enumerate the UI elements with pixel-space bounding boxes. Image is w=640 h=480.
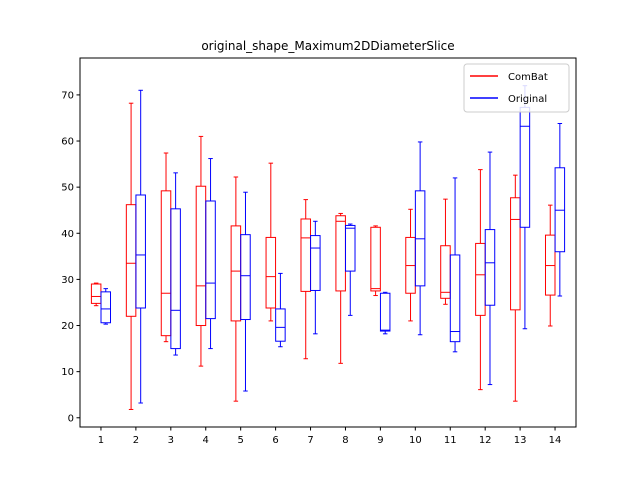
y-tick-label: 20	[61, 321, 74, 332]
legend-label-combat: ComBat	[508, 72, 548, 83]
box-combat	[475, 169, 486, 391]
x-tick-label: 11	[444, 435, 457, 446]
box-original	[449, 177, 461, 353]
box-iqr	[335, 215, 346, 292]
x-tick-label: 10	[409, 435, 422, 446]
box-combat	[370, 225, 381, 297]
box-combat	[335, 212, 346, 364]
box-original	[345, 223, 356, 316]
box-combat	[195, 135, 207, 367]
box-original	[554, 122, 566, 297]
box-original	[310, 220, 321, 335]
box-original	[379, 291, 391, 335]
y-tick-label: 40	[61, 229, 74, 240]
x-tick-label: 12	[479, 435, 492, 446]
box-series-group	[90, 85, 566, 410]
box-iqr	[449, 254, 461, 343]
plot-frame	[79, 57, 577, 428]
y-tick-label: 30	[61, 275, 74, 286]
box-original	[484, 151, 496, 386]
box-original	[519, 85, 531, 330]
box-iqr	[310, 235, 321, 291]
box-iqr	[205, 200, 216, 320]
box-iqr	[440, 245, 451, 299]
y-tick-label: 0	[68, 413, 74, 424]
box-iqr	[265, 236, 277, 309]
box-iqr	[370, 226, 381, 292]
box-iqr	[100, 291, 112, 324]
box-combat	[300, 199, 311, 360]
box-iqr	[510, 197, 521, 311]
box-combat	[230, 176, 242, 402]
box-combat	[544, 204, 556, 327]
box-combat	[90, 282, 102, 307]
x-axis: 1 2 3 4 5 6 7 8 9 10 11 12 13 14	[98, 427, 562, 446]
box-combat	[160, 152, 172, 343]
x-tick-label: 8	[342, 435, 348, 446]
box-iqr	[195, 185, 207, 327]
box-iqr	[170, 208, 181, 350]
x-tick-label: 7	[307, 435, 313, 446]
chart-title: original_shape_Maximum2DDiameterSlice	[201, 39, 454, 53]
y-tick-label: 70	[61, 90, 74, 101]
x-tick-label: 2	[133, 435, 139, 446]
box-iqr	[230, 225, 242, 322]
box-iqr	[519, 106, 531, 228]
box-original	[100, 288, 112, 325]
y-axis: 0 10 20 30 40 50 60 70	[61, 90, 80, 424]
box-iqr	[135, 194, 146, 309]
box-original	[135, 89, 146, 404]
box-combat	[440, 198, 451, 305]
box-iqr	[125, 204, 137, 317]
x-tick-label: 9	[377, 435, 383, 446]
box-original	[275, 272, 286, 348]
box-iqr	[345, 224, 356, 272]
x-tick-label: 1	[98, 435, 104, 446]
y-tick-label: 60	[61, 137, 74, 148]
box-iqr	[275, 308, 286, 342]
box-iqr	[160, 190, 172, 337]
box-original	[240, 191, 251, 392]
box-iqr	[240, 234, 251, 321]
x-tick-label: 6	[272, 435, 278, 446]
box-original	[205, 158, 216, 350]
x-tick-label: 5	[237, 435, 243, 446]
box-iqr	[484, 229, 496, 306]
box-original	[414, 141, 426, 336]
box-original	[170, 172, 181, 356]
box-combat	[405, 208, 416, 322]
y-tick-label: 50	[61, 183, 74, 194]
x-tick-label: 4	[203, 435, 209, 446]
box-combat	[510, 174, 521, 402]
x-tick-label: 13	[514, 435, 527, 446]
x-tick-label: 3	[168, 435, 174, 446]
x-tick-label: 14	[549, 435, 562, 446]
box-iqr	[379, 292, 391, 332]
box-iqr	[90, 283, 102, 304]
legend: ComBat Original	[463, 63, 570, 113]
box-iqr	[475, 242, 486, 316]
legend-label-original: Original	[508, 94, 547, 105]
box-iqr	[300, 218, 311, 292]
box-combat	[125, 102, 137, 410]
box-combat	[265, 162, 277, 322]
y-tick-label: 10	[61, 367, 74, 378]
